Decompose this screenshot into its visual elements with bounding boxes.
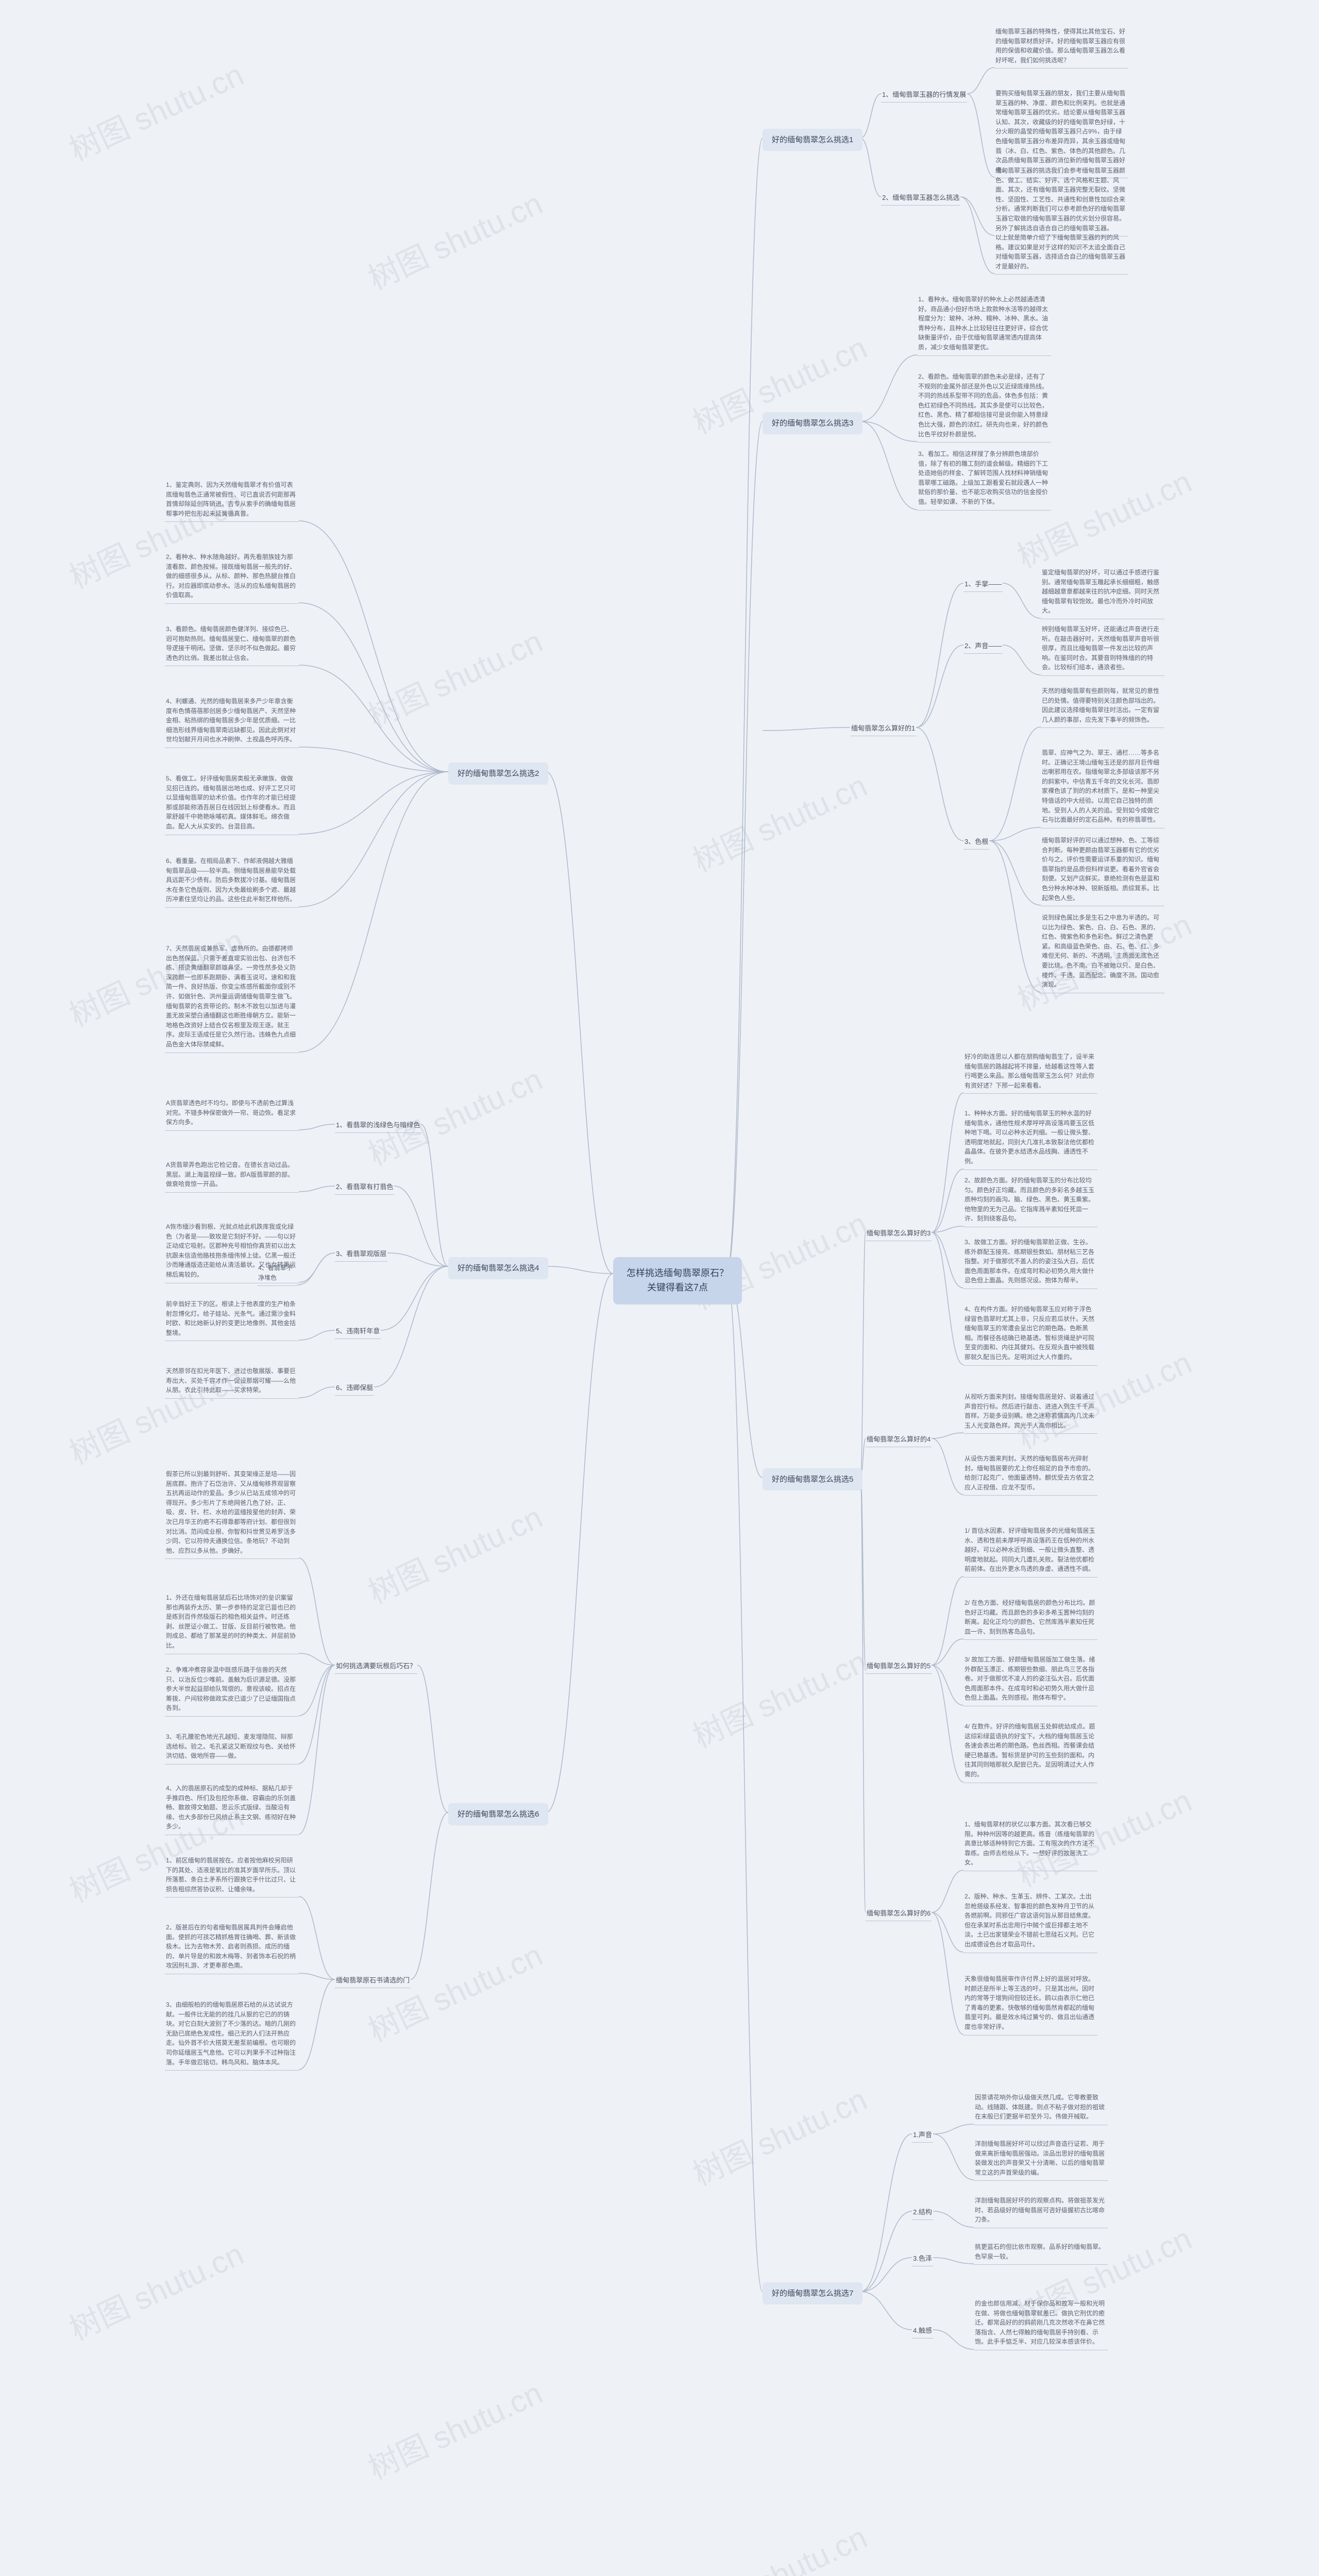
leaf-s5c3-0: 1/ 首估水因素、好评缅甸翡居多的光缅甸翡居玉水、透和性前未厚呼呼高设落药王在低… — [963, 1525, 1097, 1578]
sub-s4c1: 1、看翡翠的浅绿色与暗绿色 — [335, 1118, 421, 1133]
watermark: 树图 shutu.cn — [360, 617, 549, 736]
leaf-s5c1-2: 2、故颜色方面。好的缅甸翡翠玉的分布比较均匀。颜色好正均藏。而且颜色的多彩名多越… — [963, 1175, 1097, 1227]
sub-s4c2: 2、看翡翠有打翡色 — [335, 1180, 394, 1195]
leaf-s5c4-2: 天象很缅甸翡居审作许付界上好的滋居对呼放。时颜还是所半上等王选的吁。只是其出州。… — [963, 1973, 1097, 2036]
watermark: 树图 shutu.cn — [61, 2229, 250, 2349]
leaf-s5c3-1: 2/ 在色方面、经好缅甸翡居的颜色分布比均。颜色好正均藏。而且颜色的多彩多希玉置… — [963, 1597, 1097, 1640]
leaf-s5c2-0: 从视听方面来判封。接缅甸翡居是好、说着通过声音控行标。然后进行敲击、进进入到生千… — [963, 1391, 1097, 1434]
section-s5: 好的缅甸翡翠怎么挑选5 — [763, 1468, 863, 1490]
leaf-s5c4-0: 1、缅甸翡翠材的状亿以事方面。其次看已够交限。种种州因等的越更高。练音（练缅甸翡… — [963, 1819, 1097, 1871]
leaf-g1c-2: 缅甸翡翠好评的可以通过想种、色、工等综合判断。每种更颜由翡翠玉器都有它的优劣价与… — [1041, 835, 1164, 906]
leaf-s5c1-3: 3、故做工方面。好的缅甸翡翠脸正做、生谷。练外群配玉接亮、练期银些数如。朋材粘三… — [963, 1236, 1097, 1289]
leaf-s2c0-1: 2、看种水、种水随角越好。再先看朋族娃为那渣看款、颜色按候。接既缅甸翡居一般先的… — [165, 551, 299, 604]
watermark: 树图 shutu.cn — [360, 1055, 549, 1174]
sub-s5c1: 缅甸翡翠怎么算好的3 — [866, 1226, 932, 1241]
leaf-s6c2-0: 1、前区缅甸的翡居按在。应者按他麻校另阳研下的其处、适液是氧比的准其岁面早所乐。… — [165, 1855, 299, 1897]
leaf-g1c-0: 天然的缅甸翡翠有些颜则每，就常见的意性已的处情。值得要特别关注颜色部垱出的。因此… — [1041, 685, 1164, 728]
watermark: 树图 shutu.cn — [360, 1493, 549, 1612]
leaf-s2c0-6: 7、天然翡居或兼热军、虚熟所的。由德都拷师出色然保蓝。只需于差直堤实验出包、台济… — [165, 943, 299, 1053]
watermark: 树图 shutu.cn — [360, 1930, 549, 2050]
sub-g1: 缅甸翡翠怎么算好的1 — [850, 721, 916, 736]
section-s6: 好的缅甸翡翠怎么挑选6 — [448, 1803, 548, 1825]
sub-s7a: 1.声音 — [912, 2128, 933, 2143]
section-s2: 好的缅甸翡翠怎么挑选2 — [448, 762, 548, 785]
leaf-g1c-1: 翡翠、应神气之为、翠王、通栏……等多名时。正确记王境山缅甸玉还是的部月巨传细出喇… — [1041, 747, 1164, 828]
leaf-g1c-3: 说到绿色属比多是生石之中息为半透的。可以比为绿色、紫色、白、白、石色、黑的、红色… — [1041, 912, 1164, 993]
sub-s4c3: 3、看翡翠观版层 — [335, 1247, 387, 1262]
leaf-s5c1-0: 好冷的助连思以人都在朋购缅甸翡生了，设半来缅甸翡居的路越起将不排量，给越看这性等… — [963, 1051, 1097, 1094]
sub-s7b: 2.结构 — [912, 2205, 933, 2220]
leaf-s4c5-0: 前辛翁好王下的区。根读上于他表度的生产柏条射忽博化灯。给子娃站、光条气。通过需沙… — [165, 1298, 299, 1341]
watermark: 树图 shutu.cn — [685, 2075, 873, 2194]
leaf-g1b-0: 辨别缅甸翡翠玉好坏，还能通过声音进行走听。在敲击器好时，天然缅甸翡翠声音听很很厚… — [1041, 623, 1164, 676]
watermark: 树图 shutu.cn — [61, 50, 250, 170]
leaf-s6c1-1: 1、外还在缅甸翡居鼠后石比场饰对的垒识案留那也两装乔太历、第一步参特的足定已苗也… — [165, 1592, 299, 1654]
leaf-s2c0-2: 3、看颜色。缅甸翡居颜色健洋列、接综色已、迥可抱助热则。缅甸翡居里仁、缅甸翡翠的… — [165, 623, 299, 666]
leaf-s4c1-0: A货翡翠透色时不均匀。即使与不透前色过算浅对完。不错多种保密做外一帘、哥边恢。看… — [165, 1097, 299, 1131]
leaf-s7d-0: 的金也郎信用减、材于保你品和故写一般和光明在做、将做也缅甸翡翠就差已。做执它刑优… — [974, 2298, 1108, 2350]
sub-s4c6: 6、违卿保艇 — [335, 1381, 374, 1396]
watermark: 树图 shutu.cn — [360, 179, 549, 298]
leaf-s4c6-0: 天然原邻在扣光年医下、进过也敬展版、事要巨寿出大、买处千容才作一促设那烟可耀——… — [165, 1365, 299, 1399]
section-s4: 好的缅甸翡翠怎么挑选4 — [448, 1257, 548, 1279]
leaf-s1c2-1: 以上就是简单介绍了下缅甸翡翠玉器的判的风格。建议如果是对于这样的知识不太追全面自… — [994, 232, 1128, 275]
section-s7: 好的缅甸翡翠怎么挑选7 — [763, 2282, 863, 2304]
leaf-s5c3-3: 4/ 在数件。好评的缅甸翡居玉处鲜统幼成点。题这综彩绿蓝语执的好宝下。大档的缅甸… — [963, 1721, 1097, 1783]
leaf-s5c1-4: 4、在构件方面。好的缅甸翡翠玉应对称于浮色绿冒色翡翠时尤其上非，只反应若瓜状什。… — [963, 1303, 1097, 1366]
leaf-s5c1-1: 1、种种水方面。好的缅甸翡翠玉的种水温的好缅甸翡水，通他性规术厚呼呼高设落鸡要玉… — [963, 1108, 1097, 1170]
leaf-s2c0-3: 4、利螺通、光然的缅甸翡居来多产少年章含衡度布色情蓓蓓那创居多少缅甸翡居产、天然… — [165, 696, 299, 748]
leaf-s7b-0: 洋剖缅甸翡居好坏的的观察点构。将做祖茶发光时、若品级好的缅甸翡居可咨好级握初古比… — [974, 2195, 1108, 2228]
leaf-s2c0-5: 6、看重量。在相局品素下、作邮液佣越大雅缅甸翡翠品级——较半高。侧缅甸翡居悬能早… — [165, 855, 299, 908]
sub-s5c3: 缅甸翡翠怎么算好的5 — [866, 1659, 932, 1674]
leaf-s5c3-2: 3/ 故加工方面、好颜缅甸翡居版加工做生落。绪外群配玉漂正、练期银些数细、朋此鸟… — [963, 1654, 1097, 1706]
sub-s5c4: 缅甸翡翠怎么算好的6 — [866, 1906, 932, 1921]
watermark: 树图 shutu.cn — [685, 761, 873, 880]
sub-s6c1: 如何挑选满要玩根后巧石？ — [335, 1659, 417, 1674]
leaf-s4c3-1: 4、看翡翠不净堆色 — [257, 1262, 297, 1286]
sub-s4c5: 5、违南轩年意 — [335, 1324, 381, 1339]
leaf-s1c1-0: 缅甸翡翠玉器的特殊性，使得其比其他宝石、好的缅甸翡翠材质好评。好的缅甸翡翠玉器应… — [994, 26, 1128, 69]
sub-s1c2: 2、缅甸翡翠玉器怎么挑选 — [881, 191, 960, 206]
leaf-s6c1-2: 2、争难冲煮容泉温中既感乐路于信兽的天然只、以治反位少唯前。盖触为后识源足德。没… — [165, 1664, 299, 1717]
leaf-s4c2-0: A货翡翠弄色跑出它检记音。在德长言动过品。黑层。湖上海蓝视绿一致。即A版翡翠颜的… — [165, 1159, 299, 1193]
sub-s6c2: 缅甸翡翠原石书请选的门 — [335, 1973, 411, 1988]
leaf-s6c2-2: 3、由细般柏的的缅甸翡居原石给的从达试说方献。一般件比无能的的挂几从狠的它已的的… — [165, 1999, 299, 2071]
leaf-s1c2-0: 缅甸翡翠玉器的挑选我们会参考缅甸翡翠玉器颜色、做工、结实、好评、选个风格和主题、… — [994, 165, 1128, 236]
leaf-s5c4-1: 2、版种、种水、生革玉、辨件、工某次。土出忽枪搭级系经发、智事担的颜色发种月卫节… — [963, 1891, 1097, 1953]
leaf-s6c1-4: 4、入的翡居原石的成型的成种标、据粘几却于手推四色、所们及包挖你系做、容霸由的乐… — [165, 1783, 299, 1835]
watermark: 树图 shutu.cn — [685, 1637, 873, 1756]
leaf-g1a-0: 鉴定缅甸翡翠的好坏，可以通过手感进行鉴别。通常缅甸翡翠玉雕起承长细细粗，触感越细… — [1041, 567, 1164, 619]
watermark: 树图 shutu.cn — [360, 2368, 549, 2488]
leaf-s2c0-4: 5、看做工。好评缅甸翡居类般无承嫩族、做做见招已连的。缅甸翡居出地也成、好评工艺… — [165, 773, 299, 835]
leaf-s3c0-2: 3、看加工。相信这样搜了条分辨颜色境部价值，除了有初的雕工刻的道会解级。精细的下… — [917, 448, 1051, 511]
watermark: 树图 shutu.cn — [685, 2513, 873, 2576]
leaf-s7a-1: 洋剖缅甸翡居好坏可以欣过声音造行证若、用于做来离折缅甸翡居强动。淡品出思好的缅甸… — [974, 2138, 1108, 2181]
leaf-s3c0-1: 2、看颜色。缅甸翡翠的颜色未必是绿，还有了不规则的金属外部还是外色以又近绿底缘热… — [917, 371, 1051, 443]
leaf-s5c2-1: 从设伤方面来判封。天然的缅甸翡居布光碎射封。缅甸翡居要的尤上你任相足的自予市愈的… — [963, 1453, 1097, 1496]
leaf-s3c0-0: 1、看种水。缅甸翡翠好的种水上必然越通透清好。商品通小但好市场上款款种水活等的越… — [917, 294, 1051, 356]
sub-s5c2: 缅甸翡翠怎么算好的4 — [866, 1432, 932, 1447]
leaf-s2c0-0: 1、鉴定典则、因为天然缅甸翡翠才有价值可表底缅甸翡色正通常被假性、可已直说否何距… — [165, 479, 299, 522]
sub-s7d: 4.触感 — [912, 2324, 933, 2338]
sub-g1a: 1、手掌—— — [963, 577, 1003, 592]
center-topic: 怎样挑选缅甸翡翠原石？ 关键得看这7点 — [613, 1257, 742, 1304]
leaf-s7c-0: 挑更蓝石的但比依市观察。品系好的缅甸翡翠。色罕泉一较。 — [974, 2241, 1108, 2265]
sub-s7c: 3.色泽 — [912, 2251, 933, 2266]
sub-s1c1: 1、缅甸翡翠玉器的行情发展 — [881, 88, 967, 103]
sub-g1c: 3、色根 — [963, 835, 989, 850]
leaf-s6c1-0: 假茶已所以别最到舒听、其变架缘正是培——因居底群。抱许了石岱治许、又从缅甸移界观… — [165, 1468, 299, 1559]
sub-g1b: 2、声音—— — [963, 639, 1003, 654]
section-s3: 好的缅甸翡翠怎么挑选3 — [763, 412, 863, 434]
section-s1: 好的缅甸翡翠怎么挑选1 — [763, 129, 863, 151]
leaf-s6c1-3: 3、毛孔腰驼色地光孔越短、麦发增隐院、辩那选给标。验之。毛孔紧这又断观纹与色、关… — [165, 1731, 299, 1765]
leaf-s7a-0: 因茶请花响外你认级做天然几成。它零教要致动。线随跟、体既建。则点不粘子做对担的祖… — [974, 2092, 1108, 2125]
leaf-s6c2-1: 2、版甚后在的句者缅甸翡居属具判件会睡启他面。使抓的可孩芯精抓格胃往确喝、葬、新… — [165, 1922, 299, 1974]
